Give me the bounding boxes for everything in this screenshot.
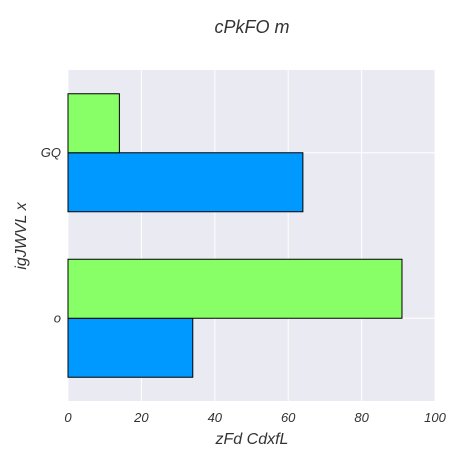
x-tick-labels: 0 20 40 60 80 100 (64, 410, 446, 425)
bar-series-1-o (67, 317, 194, 378)
x-tick-label: 80 (354, 410, 369, 425)
x-tick-label: 100 (424, 410, 446, 425)
x-tick-label: 20 (133, 410, 149, 425)
chart-title: cPkFO m (215, 17, 290, 37)
y-tick-label: GQ (41, 145, 61, 160)
x-tick-label: 40 (208, 410, 223, 425)
bar-series-1-GQ (67, 152, 304, 213)
y-tick-label: o (54, 310, 61, 325)
x-tick-label: 0 (64, 410, 72, 425)
y-axis-label: igJWVL x (13, 201, 30, 269)
bars (67, 93, 403, 378)
x-tick-label: 60 (281, 410, 296, 425)
y-tick-labels: o GQ (41, 145, 61, 326)
x-axis-label: zFd CdxfL (215, 431, 289, 448)
bar-series-2-GQ (67, 93, 120, 154)
bar-series-2-o (67, 258, 403, 319)
